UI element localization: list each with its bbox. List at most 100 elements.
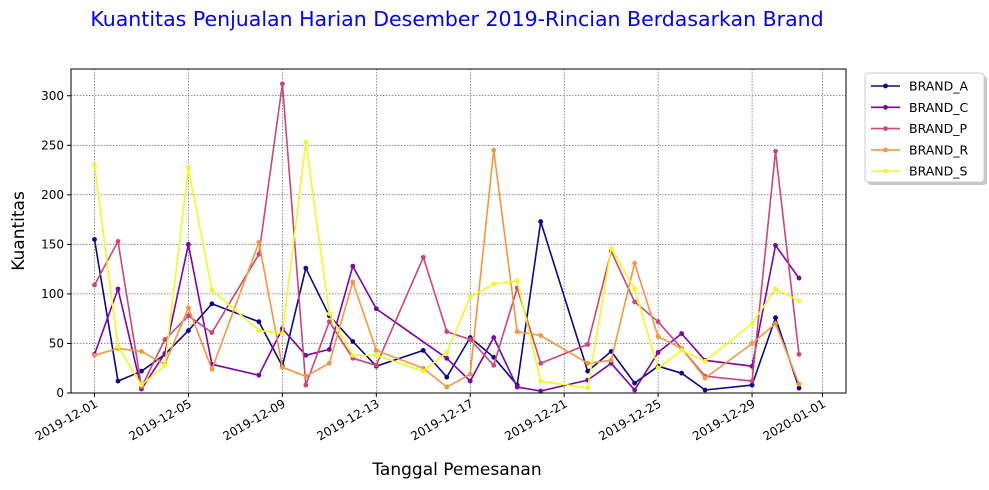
data-point [92, 162, 97, 168]
data-point [679, 370, 685, 376]
data-point [350, 352, 356, 358]
data-point [279, 331, 285, 336]
y-tick-label: 300 [41, 89, 64, 103]
data-point [209, 366, 215, 372]
data-point [92, 282, 97, 288]
data-point [139, 348, 144, 354]
grid-lines [71, 69, 846, 393]
data-point [467, 378, 473, 384]
data-point [303, 139, 309, 145]
data-point [538, 388, 544, 394]
x-tick-label: 2019-12-05 [127, 396, 194, 443]
data-point [514, 384, 520, 390]
data-point [655, 365, 661, 371]
data-point [796, 385, 802, 391]
data-point [749, 378, 755, 384]
y-tick-label: 150 [41, 237, 64, 251]
data-point [608, 357, 614, 363]
y-axis-label: Kuantitas [9, 191, 29, 271]
data-point [373, 347, 379, 353]
data-point [491, 362, 497, 368]
data-point [326, 319, 332, 325]
legend-label: BRAND_A [909, 79, 969, 94]
data-point [186, 241, 191, 247]
data-point [256, 319, 262, 325]
legend-marker [883, 104, 888, 110]
data-point [796, 298, 802, 304]
x-tick-label: 2019-12-01 [33, 396, 100, 443]
data-point [115, 344, 121, 349]
legend-label: BRAND_C [909, 100, 969, 115]
x-axis-label: Tanggal Pemesanan [371, 460, 541, 480]
legend-item: BRAND_P [871, 121, 968, 136]
data-point [538, 219, 544, 224]
data-point [467, 337, 473, 342]
data-point [773, 286, 778, 292]
data-point [326, 311, 332, 317]
legend-item: BRAND_S [871, 164, 968, 179]
legend-item: BRAND_C [871, 100, 969, 115]
data-point [350, 279, 356, 285]
series-line [93, 243, 800, 392]
data-point [279, 364, 285, 370]
data-point [585, 342, 591, 347]
data-point [350, 263, 356, 269]
data-point [444, 374, 450, 380]
legend-marker [883, 147, 888, 153]
data-point [444, 355, 450, 361]
x-tick-label: 2019-12-09 [220, 396, 287, 443]
data-point [655, 319, 661, 325]
x-tick-label: 2019-12-17 [408, 396, 475, 443]
data-point [303, 382, 309, 388]
y-tick-label: 200 [41, 188, 64, 202]
data-point [702, 358, 708, 364]
data-point [256, 328, 262, 333]
data-point [139, 382, 144, 388]
data-point [326, 360, 332, 366]
data-point [538, 333, 544, 338]
data-point [702, 375, 708, 381]
y-tick-label: 50 [49, 336, 64, 350]
data-point [749, 341, 755, 346]
data-point [444, 349, 450, 355]
data-point [373, 306, 379, 312]
data-point [420, 347, 426, 353]
plot-frame [70, 68, 847, 394]
data-point [491, 147, 497, 153]
data-point [279, 81, 285, 87]
x-tick-label: 2019-12-29 [690, 396, 757, 443]
data-point [773, 242, 778, 248]
x-tick-label: 2019-12-13 [314, 396, 381, 443]
series-brand-s [92, 139, 802, 391]
data-point [702, 387, 708, 393]
data-point [632, 260, 638, 266]
x-tick-label: 2020-01-01 [761, 396, 828, 443]
data-point [186, 328, 191, 333]
data-point [796, 381, 802, 387]
data-point [585, 368, 591, 374]
data-point [256, 372, 262, 378]
data-point [115, 239, 121, 244]
y-tick-label: 0 [56, 386, 64, 400]
data-point [303, 373, 309, 379]
legend-item: BRAND_A [871, 79, 969, 94]
data-point [115, 378, 121, 384]
legend-marker [883, 83, 888, 89]
data-point [679, 347, 685, 353]
data-point [373, 352, 379, 358]
data-point [632, 380, 638, 386]
x-tick-label: 2019-12-25 [596, 396, 663, 443]
data-point [350, 339, 356, 344]
data-point [514, 329, 520, 334]
data-point [585, 385, 591, 391]
legend: BRAND_A BRAND_C BRAND_P BRAND_R BRAND_S [864, 72, 987, 185]
data-point [632, 387, 638, 393]
data-point [256, 251, 262, 257]
data-point [632, 286, 638, 292]
data-point [373, 362, 379, 368]
y-tick-label: 250 [41, 138, 64, 152]
data-point [491, 281, 497, 287]
data-point [209, 287, 215, 293]
data-point [514, 278, 520, 284]
